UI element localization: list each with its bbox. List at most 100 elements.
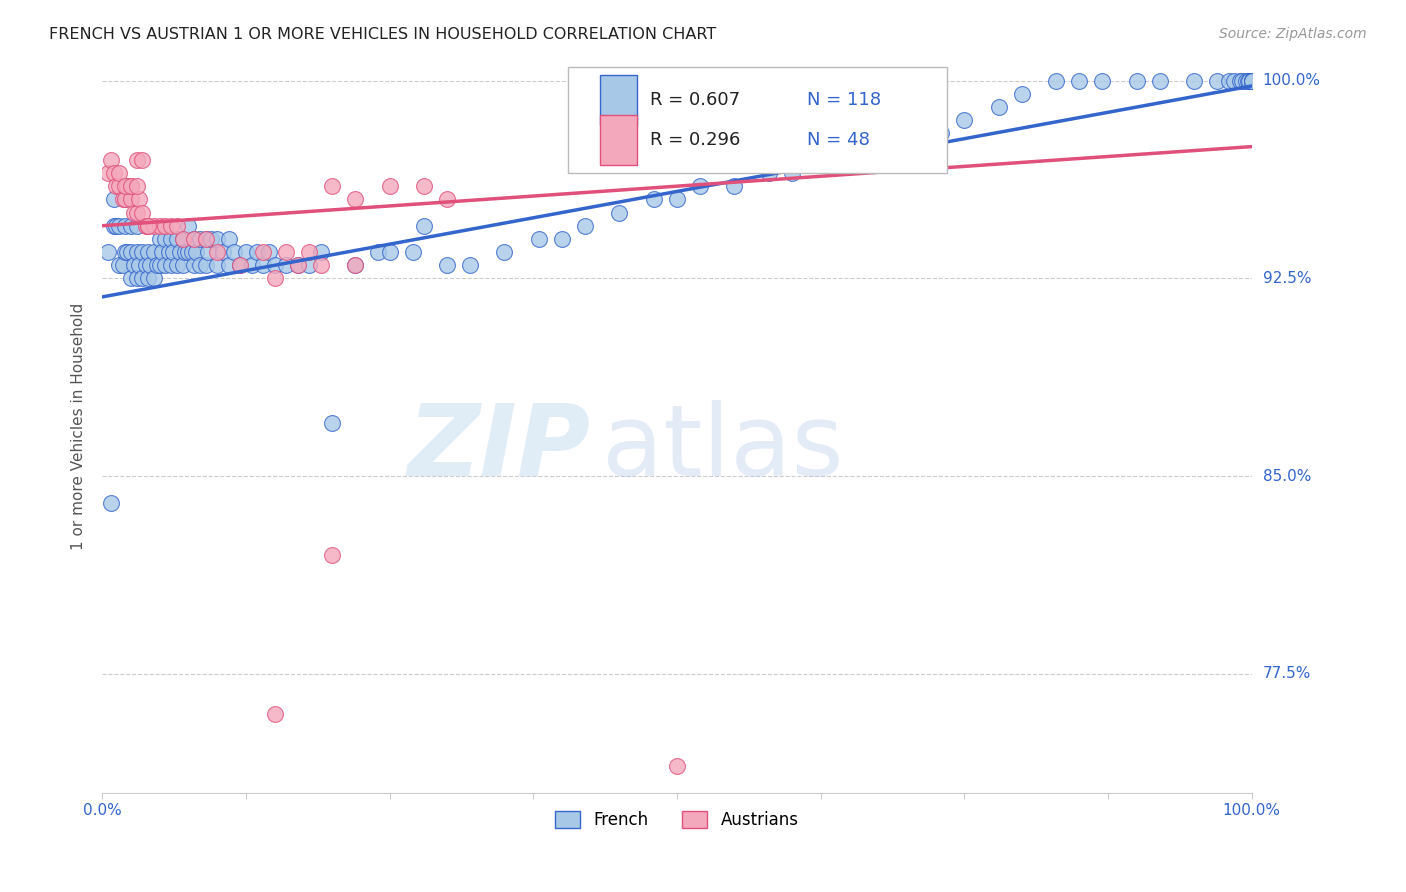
Point	[235, 245, 257, 260]
Point	[551, 232, 574, 246]
Point	[120, 192, 142, 206]
Point	[160, 232, 183, 246]
Text: 85.0%: 85.0%	[1263, 468, 1310, 483]
Point	[321, 417, 343, 431]
Text: 92.5%: 92.5%	[1263, 271, 1312, 286]
Point	[321, 549, 343, 563]
Point	[125, 219, 148, 233]
Point	[274, 258, 297, 272]
FancyBboxPatch shape	[568, 67, 948, 173]
Point	[229, 258, 252, 272]
Point	[194, 232, 217, 246]
Point	[1234, 73, 1257, 87]
Point	[436, 192, 458, 206]
Point	[643, 192, 665, 206]
Point	[205, 245, 228, 260]
Point	[131, 205, 153, 219]
Point	[149, 258, 172, 272]
Point	[139, 258, 162, 272]
Point	[527, 232, 550, 246]
Point	[1240, 73, 1263, 87]
Point	[344, 192, 367, 206]
Point	[142, 245, 165, 260]
Point	[1125, 73, 1147, 87]
Point	[149, 219, 172, 233]
Point	[458, 258, 481, 272]
Point	[186, 245, 208, 260]
Point	[114, 179, 136, 194]
Text: atlas: atlas	[602, 400, 844, 497]
Text: R = 0.607: R = 0.607	[651, 91, 741, 109]
Text: Source: ZipAtlas.com: Source: ZipAtlas.com	[1219, 27, 1367, 41]
Point	[1229, 73, 1251, 87]
Point	[120, 245, 142, 260]
Point	[128, 258, 150, 272]
Point	[252, 258, 274, 272]
Point	[274, 245, 297, 260]
Point	[758, 166, 780, 180]
Point	[150, 245, 173, 260]
Point	[162, 245, 184, 260]
Text: N = 118: N = 118	[807, 91, 882, 109]
Point	[838, 153, 860, 167]
Point	[131, 271, 153, 285]
Point	[205, 258, 228, 272]
Point	[665, 192, 688, 206]
Point	[117, 245, 139, 260]
Point	[166, 219, 188, 233]
Point	[1206, 73, 1229, 87]
Point	[135, 219, 157, 233]
Point	[97, 245, 120, 260]
Point	[100, 495, 122, 509]
Point	[1240, 73, 1263, 87]
Point	[155, 258, 177, 272]
Point	[108, 166, 131, 180]
Point	[142, 271, 165, 285]
Point	[183, 232, 205, 246]
Point	[120, 179, 142, 194]
Point	[157, 245, 180, 260]
Point	[609, 205, 631, 219]
Point	[142, 219, 165, 233]
Point	[263, 271, 285, 285]
Point	[218, 258, 240, 272]
Point	[120, 271, 142, 285]
Point	[287, 258, 309, 272]
Point	[136, 271, 159, 285]
Point	[125, 179, 148, 194]
Point	[929, 127, 952, 141]
Point	[183, 232, 205, 246]
Point	[298, 245, 321, 260]
Point	[177, 245, 200, 260]
Point	[246, 245, 269, 260]
Point	[128, 192, 150, 206]
Point	[401, 245, 423, 260]
Point	[205, 232, 228, 246]
Point	[108, 258, 131, 272]
Point	[229, 258, 252, 272]
Point	[1240, 73, 1263, 87]
Point	[298, 258, 321, 272]
Point	[378, 245, 401, 260]
Point	[1239, 73, 1261, 87]
Point	[111, 192, 134, 206]
Point	[103, 219, 125, 233]
Text: R = 0.296: R = 0.296	[651, 131, 741, 149]
Point	[287, 258, 309, 272]
Point	[124, 205, 146, 219]
Point	[723, 179, 745, 194]
Point	[105, 219, 128, 233]
Point	[108, 219, 131, 233]
Point	[1223, 73, 1246, 87]
Point	[105, 179, 128, 194]
Point	[114, 192, 136, 206]
Point	[160, 258, 183, 272]
Point	[125, 205, 148, 219]
Text: FRENCH VS AUSTRIAN 1 OR MORE VEHICLES IN HOUSEHOLD CORRELATION CHART: FRENCH VS AUSTRIAN 1 OR MORE VEHICLES IN…	[49, 27, 717, 42]
Point	[1240, 73, 1263, 87]
Point	[344, 258, 367, 272]
FancyBboxPatch shape	[600, 115, 637, 165]
Point	[1091, 73, 1114, 87]
Point	[860, 139, 883, 153]
Point	[263, 258, 285, 272]
